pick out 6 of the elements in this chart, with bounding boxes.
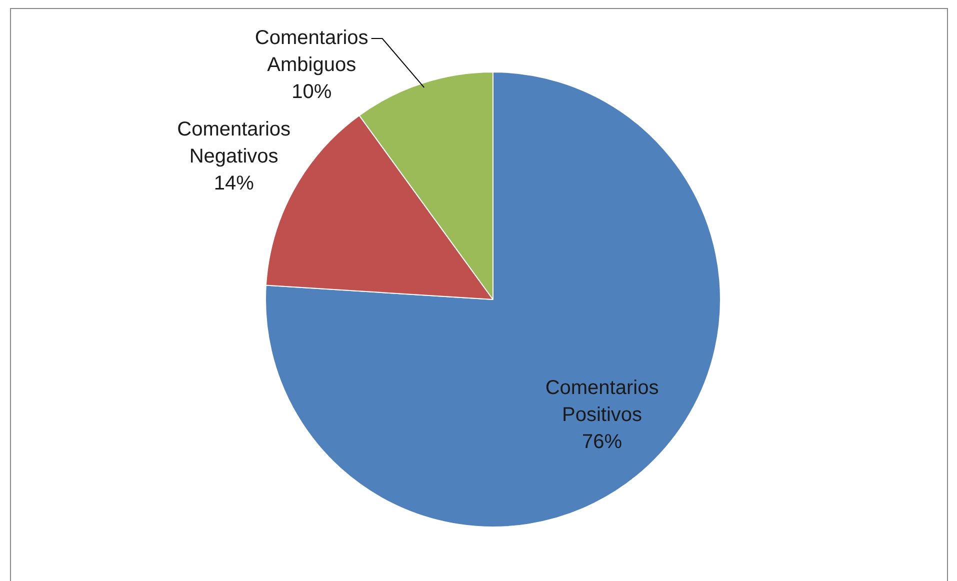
- data-label: 14%: [214, 172, 254, 195]
- data-label: 10%: [292, 81, 332, 104]
- slice-label: Comentarios Positivos: [545, 377, 659, 426]
- slice-label: Comentarios Ambiguos: [254, 27, 368, 76]
- slice-label: Comentarios Negativos: [177, 118, 291, 168]
- data-label: 76%: [582, 431, 622, 454]
